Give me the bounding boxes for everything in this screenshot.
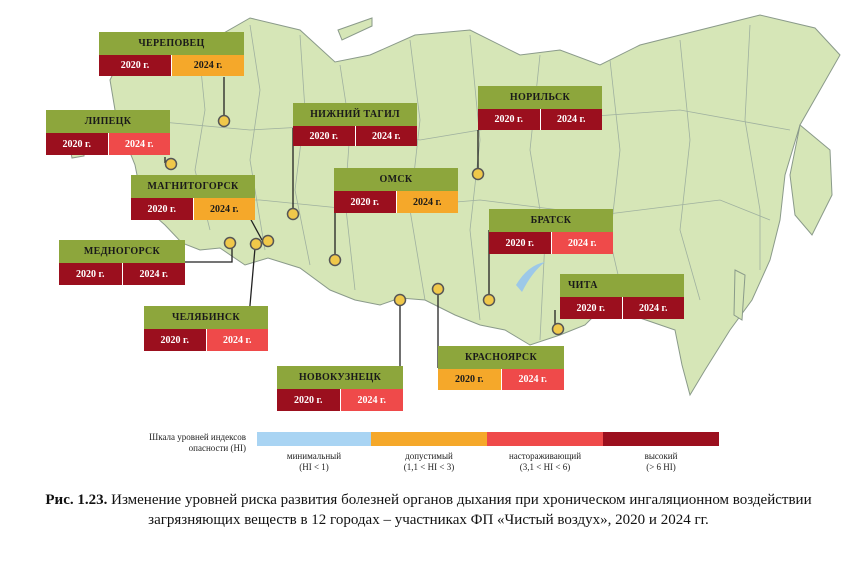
city-marker-chita [551, 322, 565, 336]
year-2024: 2024 г. [205, 329, 268, 351]
year-2020: 2020 г. [131, 198, 193, 220]
city-name: КРАСНОЯРСК [438, 346, 564, 369]
scale-bar-acceptable [371, 432, 487, 446]
city-marker-bratsk [482, 293, 496, 307]
kamchatka-peninsula [789, 124, 833, 236]
scale-bar-high [603, 432, 719, 446]
year-2024: 2024 г. [500, 369, 564, 390]
year-2024: 2024 г. [550, 232, 613, 254]
figure-caption: Рис. 1.23. Изменение уровней риска разви… [40, 490, 817, 530]
scale-label-high: высокий (> 6 HI) [604, 451, 718, 473]
figure-label: Рис. 1.23. [45, 492, 108, 508]
city-name: НОВОКУЗНЕЦК [277, 366, 403, 389]
city-name: ЧИТА [560, 274, 684, 297]
city-name: ЛИПЕЦК [46, 110, 170, 133]
city-label-novokuznetsk: НОВОКУЗНЕЦК 2020 г. 2024 г. [277, 366, 403, 411]
year-2020: 2020 г. [334, 191, 396, 213]
sakhalin-island [733, 269, 746, 321]
city-markers [164, 114, 565, 336]
city-name: НОРИЛЬСК [478, 86, 602, 109]
city-name: МЕДНОГОРСК [59, 240, 185, 263]
novaya-zemlya [337, 17, 373, 41]
year-2024: 2024 г. [354, 126, 417, 146]
city-marker-magnitogorsk [249, 237, 263, 251]
year-2020: 2020 г. [46, 133, 108, 155]
year-2024: 2024 г. [539, 109, 602, 130]
city-marker-novokuznetsk [393, 293, 407, 307]
year-2024: 2024 г. [621, 297, 684, 319]
year-2020: 2020 г. [99, 55, 171, 76]
year-2024: 2024 г. [171, 55, 244, 76]
city-name: ЧЕЛЯБИНСК [144, 306, 268, 329]
scale-bar-minimal [257, 432, 371, 446]
year-2024: 2024 г. [107, 133, 170, 155]
year-2020: 2020 г. [293, 126, 355, 146]
scale-level-range: (1,1 < HI < 3) [403, 462, 455, 472]
city-name: ОМСК [334, 168, 458, 191]
city-name: МАГНИТОГОРСК [131, 175, 255, 198]
year-2024: 2024 г. [395, 191, 458, 213]
scale-label-minimal: минимальный (HI < 1) [257, 451, 371, 473]
city-marker-nizhny-tagil [286, 207, 300, 221]
scale-level-name: настораживающий [508, 451, 582, 461]
city-marker-norilsk [471, 167, 485, 181]
scale-label-alarming: настораживающий (3,1 < HI < 6) [488, 451, 602, 473]
city-label-mednogorsk: МЕДНОГОРСК 2020 г. 2024 г. [59, 240, 185, 285]
region-borders [139, 24, 791, 341]
year-2024: 2024 г. [192, 198, 255, 220]
city-marker-krasnoyarsk [431, 282, 445, 296]
city-name: ЧЕРЕПОВЕЦ [99, 32, 244, 55]
city-marker-lipetsk [164, 157, 178, 171]
scale-level-name: высокий [644, 451, 678, 461]
scale-title: Шкала уровней индексов опасности (HI) [149, 432, 246, 453]
scale-level-range: (3,1 < HI < 6) [519, 462, 571, 472]
city-name: НИЖНИЙ ТАГИЛ [293, 103, 417, 126]
scale-level-range: (> 6 HI) [646, 462, 676, 472]
city-label-cherepovets: ЧЕРЕПОВЕЦ 2020 г. 2024 г. [99, 32, 244, 76]
city-label-omsk: ОМСК 2020 г. 2024 г. [334, 168, 458, 213]
city-label-chelyabinsk: ЧЕЛЯБИНСК 2020 г. 2024 г. [144, 306, 268, 351]
city-marker-omsk [328, 253, 342, 267]
year-2024: 2024 г. [121, 263, 185, 285]
year-2020: 2020 г. [560, 297, 622, 319]
scale-level-name: минимальный [286, 451, 342, 461]
year-2020: 2020 г. [277, 389, 340, 411]
scale-label-acceptable: допустимый (1,1 < HI < 3) [372, 451, 486, 473]
city-label-norilsk: НОРИЛЬСК 2020 г. 2024 г. [478, 86, 602, 130]
lake-baikal [516, 262, 545, 292]
city-name: БРАТСК [489, 209, 613, 232]
year-2020: 2020 г. [144, 329, 206, 351]
city-marker-cherepovets [217, 114, 231, 128]
scale-level-name: допустимый [405, 451, 453, 461]
year-2024: 2024 г. [339, 389, 403, 411]
city-label-lipetsk: ЛИПЕЦК 2020 г. 2024 г. [46, 110, 170, 155]
year-2020: 2020 г. [438, 369, 501, 390]
city-label-magnitogorsk: МАГНИТОГОРСК 2020 г. 2024 г. [131, 175, 255, 220]
scale-bar-alarming [487, 432, 603, 446]
city-label-chita: ЧИТА 2020 г. 2024 г. [560, 274, 684, 319]
city-label-krasnoyarsk: КРАСНОЯРСК 2020 г. 2024 г. [438, 346, 564, 390]
scale-level-range: (HI < 1) [299, 462, 329, 472]
city-marker-mednogorsk [223, 236, 237, 250]
year-2020: 2020 г. [478, 109, 540, 130]
city-label-nizhny-tagil: НИЖНИЙ ТАГИЛ 2020 г. 2024 г. [293, 103, 417, 146]
year-2020: 2020 г. [489, 232, 551, 254]
figure-caption-text: Изменение уровней риска развития болезне… [111, 492, 812, 528]
year-2020: 2020 г. [59, 263, 122, 285]
city-marker-chelyabinsk [261, 234, 275, 248]
city-label-bratsk: БРАТСК 2020 г. 2024 г. [489, 209, 613, 254]
